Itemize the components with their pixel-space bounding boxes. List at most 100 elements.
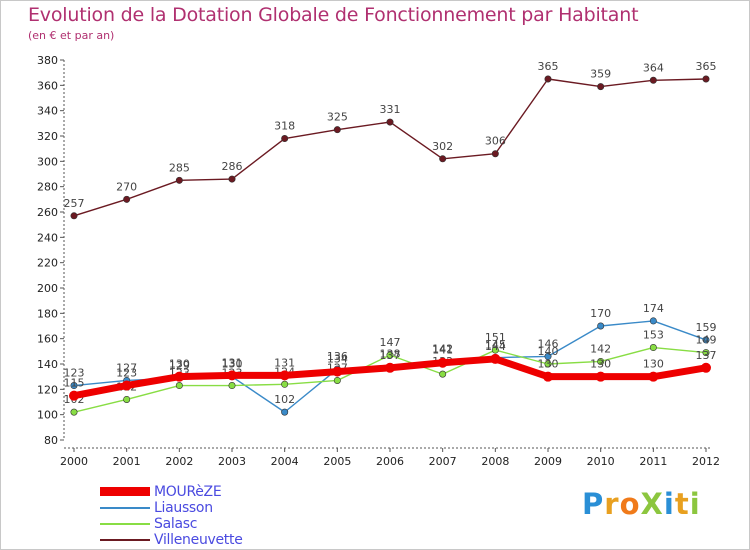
data-label: 123 [116,367,137,380]
data-point [386,351,394,359]
data-point [69,390,79,401]
data-label: 365 [696,60,717,73]
data-label: 174 [643,302,664,315]
y-tick-label: 200 [37,282,58,295]
data-point [649,76,657,84]
legend-item-liausson: Liausson [100,500,360,516]
y-tick-label: 360 [37,79,58,92]
data-label: 144 [485,340,506,353]
data-point [702,336,710,344]
legend-swatch [100,487,150,496]
x-tick-label: 2000 [60,455,88,468]
data-point [649,317,657,325]
legend-swatch [100,539,150,541]
y-tick-label: 320 [37,130,58,143]
data-point [281,135,289,143]
series-line-villeneuvette [73,78,707,217]
legend-label: Liausson [154,500,213,516]
data-point [702,75,710,83]
data-label: 270 [116,180,137,193]
logo-letter: i [663,487,675,521]
data-label: 130 [590,358,611,371]
data-point [175,176,183,184]
data-label: 142 [432,342,453,355]
y-tick-label: 120 [37,383,58,396]
data-point [544,352,552,360]
data-label: 142 [590,342,611,355]
legend-swatch [100,523,150,525]
data-point [595,371,606,382]
data-label: 325 [327,111,348,124]
data-label: 318 [274,120,295,133]
data-point [70,382,78,390]
data-label: 130 [643,358,664,371]
data-point [439,155,447,163]
data-label: 364 [643,61,664,74]
data-label: 153 [643,329,664,342]
data-point [544,360,552,368]
y-tick-label: 180 [37,307,58,320]
logo-letter: o [619,487,641,521]
data-label: 141 [432,344,453,357]
x-tick-label: 2006 [376,455,404,468]
data-label: 130 [538,358,559,371]
y-tick-label: 220 [37,257,58,270]
data-point [70,212,78,220]
data-point [279,370,290,381]
data-point [175,382,183,390]
legend: MOURèZE Liausson Salasc Villeneuvette [100,484,360,548]
x-tick-label: 2010 [587,455,615,468]
data-label: 123 [64,367,85,380]
legend-label: MOURèZE [154,484,222,500]
data-label: 286 [222,160,243,173]
data-point [281,380,289,388]
data-point [386,118,394,126]
data-label: 129 [169,359,190,372]
y-tick-label: 80 [44,434,58,447]
data-label: 115 [64,377,85,390]
data-point [439,370,447,378]
x-tick-label: 2004 [271,455,299,468]
y-tick-label: 380 [37,54,58,67]
data-label: 149 [696,334,717,347]
data-label: 127 [116,361,137,374]
logo-letter: r [604,487,620,521]
data-label: 136 [327,350,348,363]
data-point [281,408,289,416]
data-label: 257 [64,197,85,210]
data-point [228,175,236,183]
data-point [333,126,341,134]
data-label: 159 [696,321,717,334]
data-point [385,362,395,373]
data-label: 131 [222,356,243,369]
data-point [491,346,499,354]
proxiti-logo: ProXiti [582,487,701,521]
legend-item-mourze: MOURèZE [100,484,360,500]
x-tick-label: 2007 [429,455,457,468]
y-tick-label: 300 [37,155,58,168]
data-point [597,83,605,91]
data-point [174,371,185,382]
data-label: 140 [538,345,559,358]
data-point [70,408,78,416]
data-point [123,395,131,403]
x-tick-label: 2001 [113,455,141,468]
data-label: 331 [380,103,401,116]
data-label: 285 [169,161,190,174]
data-label: 359 [590,68,611,81]
y-tick-label: 100 [37,409,58,422]
x-tick-label: 2012 [692,455,720,468]
data-point [649,344,657,352]
data-label: 302 [432,140,453,153]
data-point [333,376,341,384]
y-tick-label: 340 [37,105,58,118]
x-tick-label: 2002 [165,455,193,468]
data-point [228,382,236,390]
x-tick-label: 2011 [639,455,667,468]
data-label: 170 [590,307,611,320]
data-point [701,362,711,373]
y-tick-label: 140 [37,358,58,371]
logo-letter: t [674,487,690,521]
data-label: 137 [380,349,401,362]
data-label: 306 [485,135,506,148]
